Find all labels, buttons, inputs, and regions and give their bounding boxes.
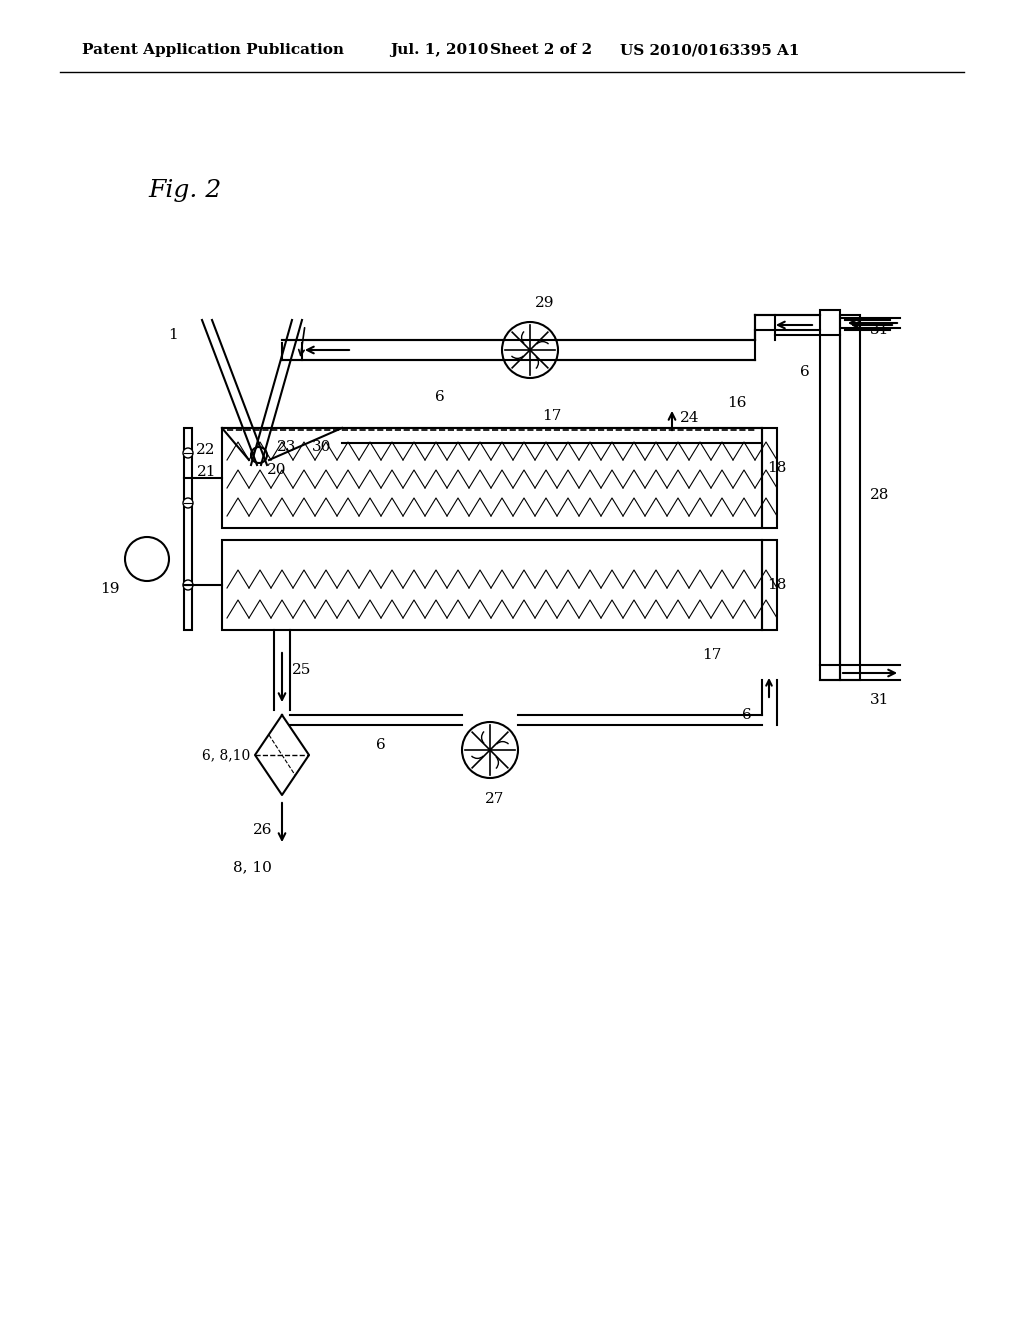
Text: 31: 31 (870, 693, 890, 708)
Text: 20: 20 (267, 463, 287, 477)
Text: 1: 1 (168, 327, 178, 342)
Text: 19: 19 (100, 582, 120, 597)
Text: 25: 25 (292, 663, 311, 677)
Text: 17: 17 (702, 648, 721, 663)
Circle shape (502, 322, 558, 378)
Text: 22: 22 (196, 444, 215, 457)
Text: Patent Application Publication: Patent Application Publication (82, 44, 344, 57)
Text: 30: 30 (312, 440, 332, 454)
Text: 31: 31 (870, 323, 890, 337)
Text: 17: 17 (542, 409, 561, 422)
Text: 28: 28 (870, 488, 890, 502)
Text: Jul. 1, 2010: Jul. 1, 2010 (390, 44, 488, 57)
Text: 18: 18 (767, 578, 786, 591)
Text: 24: 24 (680, 411, 699, 425)
Text: 18: 18 (767, 461, 786, 475)
Text: 27: 27 (485, 792, 505, 807)
Text: Fig. 2: Fig. 2 (148, 178, 221, 202)
Text: 16: 16 (727, 396, 746, 411)
Circle shape (462, 722, 518, 777)
Bar (222, 540, 762, 630)
Text: 21: 21 (197, 465, 216, 479)
Bar (184, 428, 193, 630)
Circle shape (183, 579, 193, 590)
Text: 6, 8,10: 6, 8,10 (202, 748, 250, 762)
Circle shape (183, 447, 193, 458)
Text: 6: 6 (742, 708, 752, 722)
Bar (840, 315, 860, 680)
Text: 26: 26 (253, 822, 272, 837)
Text: Sheet 2 of 2: Sheet 2 of 2 (490, 44, 592, 57)
Bar (222, 428, 762, 528)
Bar (762, 540, 777, 630)
Bar (820, 310, 840, 680)
Text: 23: 23 (278, 440, 296, 454)
Text: 29: 29 (535, 296, 555, 310)
Circle shape (251, 447, 267, 463)
Text: 6: 6 (435, 389, 444, 404)
Text: US 2010/0163395 A1: US 2010/0163395 A1 (620, 44, 800, 57)
Bar (762, 428, 777, 528)
Text: 6: 6 (800, 366, 810, 379)
Circle shape (183, 498, 193, 508)
Text: 6: 6 (376, 738, 386, 752)
Text: 8, 10: 8, 10 (233, 861, 272, 874)
Circle shape (125, 537, 169, 581)
